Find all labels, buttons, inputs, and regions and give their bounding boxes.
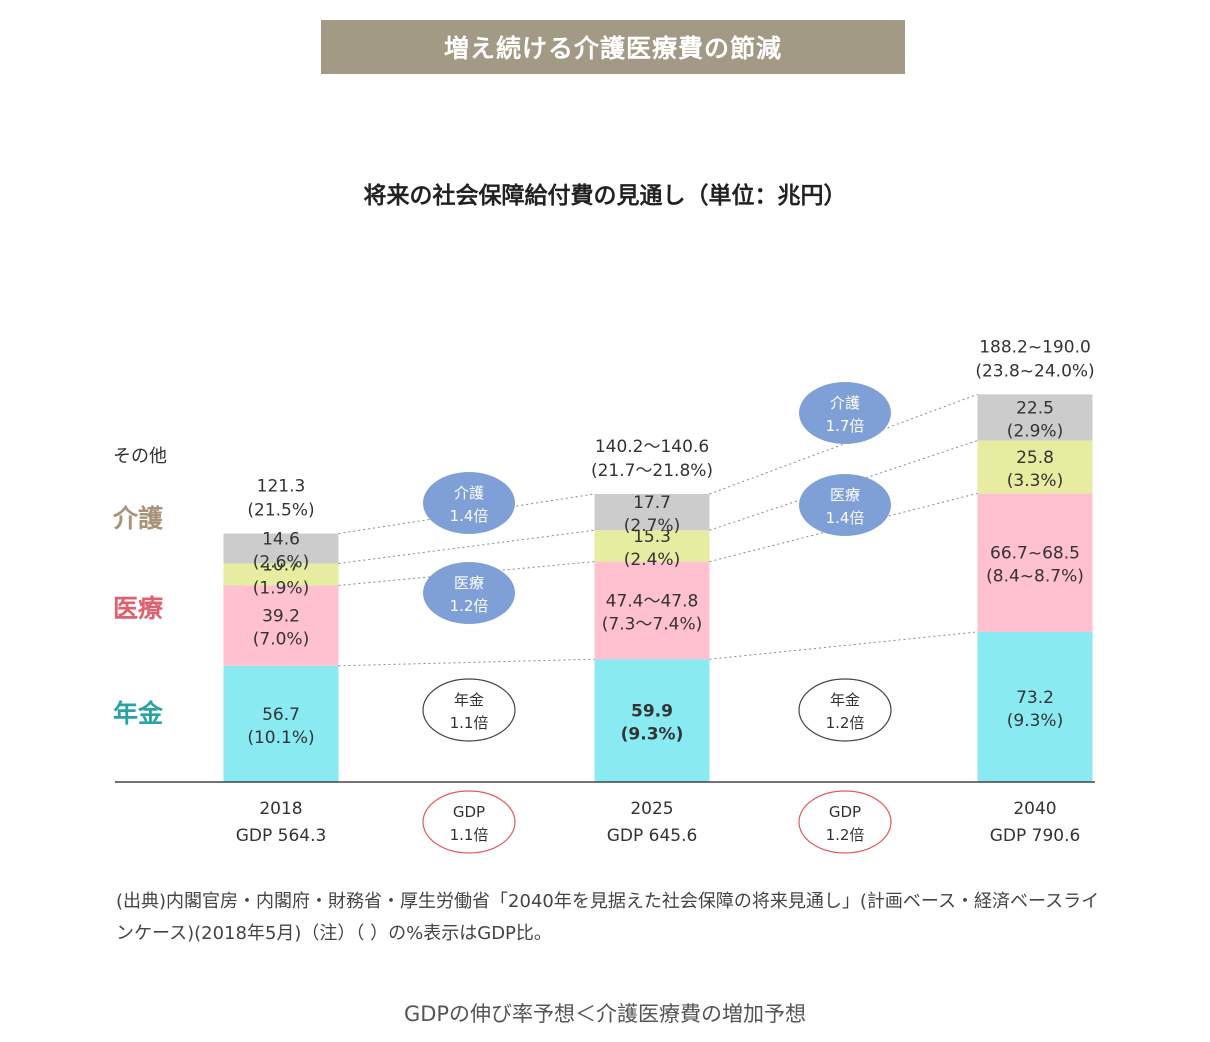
bar-value-label: 66.7~68.5 — [990, 544, 1080, 564]
bar-percent-label: (2.4%) — [624, 550, 680, 570]
x-tick-gdp: GDP 790.6 — [990, 826, 1081, 846]
legend-label-年金: 年金 — [113, 699, 164, 728]
bar-percent-label: (10.1%) — [247, 728, 314, 748]
source-note: (出典)内閣官房・内閣府・財務省・厚生労働省「2040年を見据えた社会保障の将来… — [116, 891, 1100, 944]
legend-label-その他: その他 — [113, 446, 167, 467]
growth-oval-介護 — [423, 472, 515, 534]
bar-percent-label: (9.3%) — [1007, 711, 1063, 731]
connector-line-年金 — [709, 631, 978, 660]
bar-segment-2040-その他 — [977, 394, 1093, 441]
growth-oval-医療 — [423, 562, 515, 624]
bar-value-label: 22.5 — [1016, 398, 1054, 418]
growth-oval-ratio: 1.2倍 — [826, 826, 865, 844]
bar-segment-2025-医療 — [594, 561, 710, 660]
growth-oval-ratio: 1.4倍 — [826, 509, 865, 527]
x-tick-gdp: GDP 645.6 — [607, 826, 698, 846]
growth-oval-label: GDP — [829, 803, 861, 821]
chart-caption: GDPの伸び率予想＜介護医療費の増加予想 — [403, 1002, 807, 1026]
growth-oval-GDP — [422, 790, 516, 854]
bar-percent-label: (3.3%) — [1007, 471, 1063, 491]
growth-oval-label: 介護 — [454, 484, 484, 502]
bar-percent-label: (2.7%) — [624, 516, 680, 536]
bar-value-label: 14.6 — [262, 530, 300, 550]
bar-value-label: 39.2 — [262, 607, 300, 627]
connector-line-医療 — [709, 492, 978, 563]
bar-segment-2025-その他 — [594, 493, 710, 531]
x-tick-year: 2025 — [630, 799, 673, 819]
bar-value-label: 17.7 — [633, 493, 671, 513]
growth-oval-介護 — [799, 382, 891, 444]
stacked-bar-chart: 56.7(10.1%)39.2(7.0%)10.7(1.9%)14.6(2.6%… — [112, 337, 1095, 854]
bar-segment-2018-その他 — [223, 533, 339, 564]
connector-line-年金 — [338, 658, 595, 667]
bar-value-label: 47.4〜47.8 — [606, 591, 699, 611]
bar-value-label: 73.2 — [1016, 688, 1054, 708]
growth-oval-label: 年金 — [454, 691, 484, 709]
growth-oval-ratio: 1.4倍 — [450, 507, 489, 525]
bar-segment-2018-医療 — [223, 585, 339, 666]
bar-percent-label: (9.3%) — [621, 725, 684, 745]
growth-oval-ratio: 1.7倍 — [826, 417, 865, 435]
growth-oval-label: 医療 — [454, 574, 484, 592]
growth-oval-label: 介護 — [830, 394, 860, 412]
growth-oval-医療 — [799, 474, 891, 536]
connector-line-その他 — [338, 493, 595, 535]
legend-label-介護: 介護 — [112, 504, 164, 533]
bar-percent-label: (8.4~8.7%) — [986, 567, 1084, 587]
bar-segment-2040-介護 — [977, 440, 1093, 494]
bar-total-label: 121.3 — [257, 477, 306, 497]
growth-oval-label: GDP — [453, 803, 485, 821]
x-tick-year: 2018 — [259, 799, 302, 819]
bar-percent-label: (7.3〜7.4%) — [602, 614, 703, 634]
bar-segment-2018-年金 — [223, 665, 339, 782]
bar-percent-label: (1.9%) — [253, 578, 309, 598]
bar-value-label: 25.8 — [1016, 448, 1054, 468]
growth-oval-ratio: 1.1倍 — [450, 714, 489, 732]
bar-total-percent-label: (23.8~24.0%) — [975, 361, 1094, 381]
bar-total-label: 140.2〜140.6 — [595, 437, 709, 457]
growth-oval-label: 医療 — [830, 486, 860, 504]
growth-oval-GDP — [798, 790, 892, 854]
bar-percent-label: (7.0%) — [253, 630, 309, 650]
bar-percent-label: (2.6%) — [253, 553, 309, 573]
x-tick-year: 2040 — [1013, 799, 1056, 819]
growth-oval-年金 — [798, 678, 892, 742]
growth-oval-年金 — [422, 678, 516, 742]
page-banner: 増え続ける介護医療費の節減 — [321, 20, 905, 74]
bar-percent-label: (2.9%) — [1007, 421, 1063, 441]
growth-oval-ratio: 1.2倍 — [826, 714, 865, 732]
legend-label-医療: 医療 — [113, 594, 163, 623]
bar-segment-2040-医療 — [977, 493, 1093, 632]
bar-segment-2025-介護 — [594, 530, 710, 562]
growth-oval-ratio: 1.1倍 — [450, 826, 489, 844]
chart-title: 将来の社会保障給付費の見通し（単位：兆円） — [363, 183, 847, 209]
bar-value-label: 56.7 — [262, 705, 300, 725]
bar-total-percent-label: (21.7〜21.8%) — [591, 461, 713, 481]
bar-value-label: 15.3 — [633, 527, 671, 547]
bar-segment-2040-年金 — [977, 631, 1093, 782]
bar-segment-2025-年金 — [594, 659, 710, 782]
growth-oval-label: 年金 — [830, 691, 860, 709]
bar-segment-2018-介護 — [223, 563, 339, 586]
growth-oval-ratio: 1.2倍 — [450, 597, 489, 615]
connector-line-介護 — [338, 529, 595, 564]
bar-value-label: 59.9 — [631, 702, 673, 722]
x-tick-gdp: GDP 564.3 — [236, 826, 327, 846]
bar-total-percent-label: (21.5%) — [247, 501, 314, 521]
bar-total-label: 188.2~190.0 — [979, 337, 1091, 357]
